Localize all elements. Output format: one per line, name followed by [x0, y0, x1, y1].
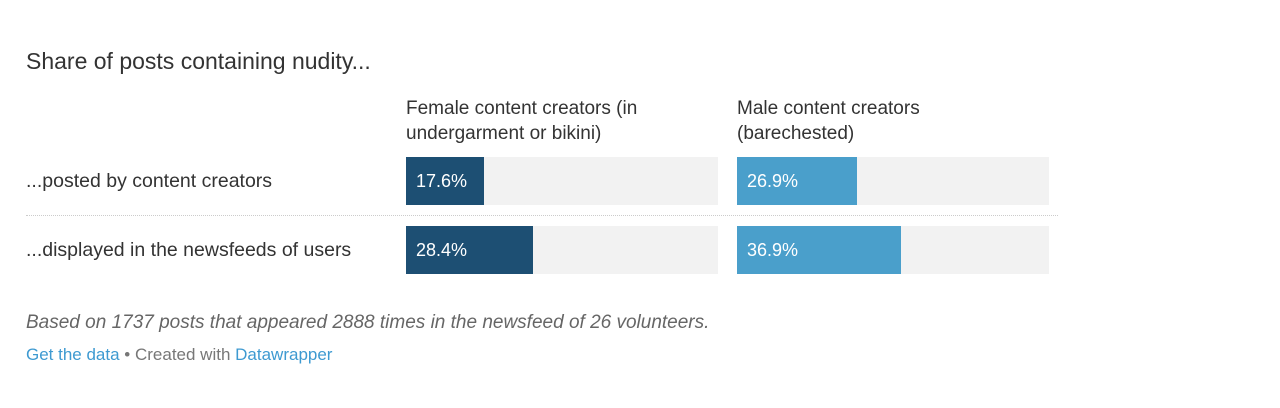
column-header-male: Male content creators (barechested) — [737, 96, 920, 146]
datawrapper-link[interactable]: Datawrapper — [235, 345, 333, 364]
bar-track-displayed-female: 28.4% — [406, 226, 718, 274]
column-header-female-line2: undergarment or bikini) — [406, 123, 602, 144]
bar-label-posted-male: 26.9% — [747, 171, 799, 191]
bar-label-posted-female: 17.6% — [416, 171, 468, 191]
column-header-female: Female content creators (in undergarment… — [406, 96, 637, 146]
footer: Get the data • Created with Datawrapper — [26, 345, 332, 365]
row-label-displayed: ...displayed in the newsfeeds of users — [26, 239, 352, 261]
bar-posted-male — [737, 157, 857, 205]
bar-posted-female — [406, 157, 485, 205]
bar-track-displayed-male: 36.9% — [737, 226, 1049, 274]
chart-note: Based on 1737 posts that appeared 2888 t… — [26, 312, 710, 333]
footer-separator: • Created with — [119, 345, 236, 364]
bar-displayed-female — [406, 226, 533, 274]
column-header-male-line1: Male content creators — [737, 98, 920, 119]
bar-label-displayed-female: 28.4% — [416, 240, 468, 260]
row-divider — [26, 215, 1058, 216]
bar-track-posted-female: 17.6% — [406, 157, 718, 205]
get-the-data-link[interactable]: Get the data — [26, 345, 120, 364]
bar-label-displayed-male: 36.9% — [747, 240, 799, 260]
bar-track-posted-male: 26.9% — [737, 157, 1049, 205]
chart-title: Share of posts containing nudity... — [26, 48, 371, 74]
bar-displayed-male — [737, 226, 902, 274]
column-header-male-line2: (barechested) — [737, 123, 855, 144]
row-label-posted: ...posted by content creators — [26, 170, 273, 192]
column-header-female-line1: Female content creators (in — [406, 98, 638, 119]
